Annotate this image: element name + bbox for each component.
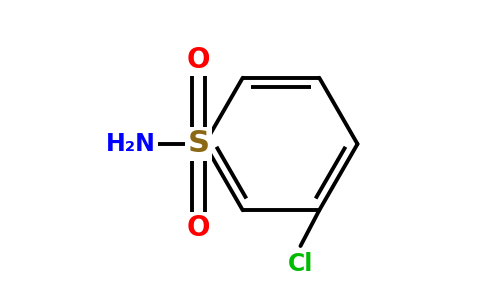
- Text: H₂N: H₂N: [106, 132, 156, 156]
- Text: O: O: [187, 214, 210, 242]
- Text: O: O: [187, 46, 210, 74]
- Text: Cl: Cl: [288, 252, 313, 276]
- Text: S: S: [187, 130, 210, 158]
